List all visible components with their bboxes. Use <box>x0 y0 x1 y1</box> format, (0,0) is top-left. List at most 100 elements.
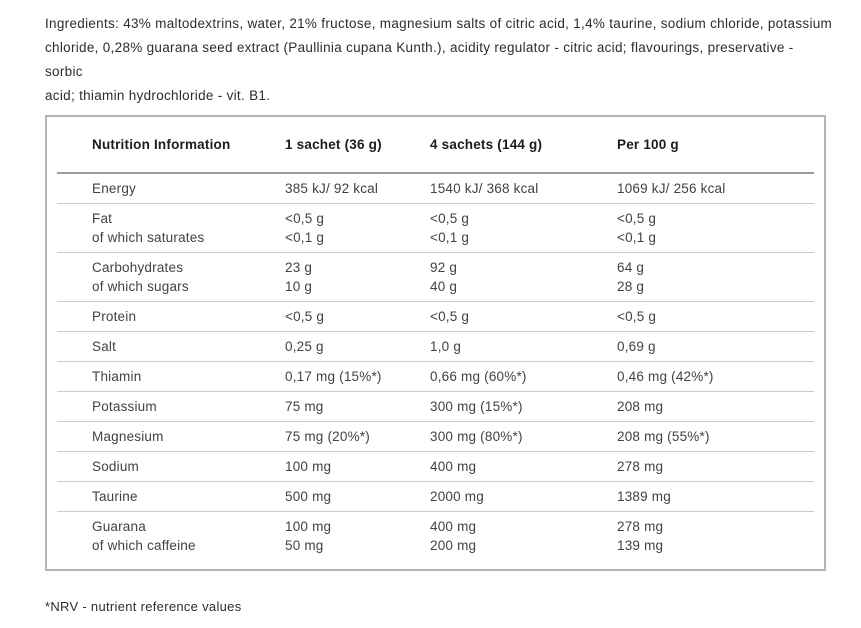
cell-line: Energy <box>92 181 136 196</box>
nutrient-value-cell: <0,5 g <0,1 g <box>617 209 814 247</box>
nutrient-value-cell: 500 mg <box>285 487 430 506</box>
ingredients-line: Ingredients: 43% maltodextrins, water, 2… <box>45 16 833 31</box>
table-row: Protein <0,5 g <0,5 g <0,5 g <box>57 302 814 332</box>
cell-line: of which caffeine <box>92 538 196 553</box>
nutrient-value-cell: <0,5 g <box>430 307 617 326</box>
cell-line: 75 mg (20%*) <box>285 429 370 444</box>
table-row: Magnesium 75 mg (20%*) 300 mg (80%*) 208 mg… <box>57 422 814 452</box>
nutrient-value-cell: 100 mg 50 mg <box>285 517 430 555</box>
nutrient-value-cell: 208 mg (55%*) <box>617 427 814 446</box>
cell-line: 400 mg <box>430 519 477 534</box>
table-row: Energy 385 kJ/ 92 kcal 1540 kJ/ 368 kcal 10… <box>57 174 814 204</box>
table-row: Sodium 100 mg 400 mg 278 mg <box>57 452 814 482</box>
nutrient-value-cell: <0,5 g <0,1 g <box>285 209 430 247</box>
cell-line: 2000 mg <box>430 489 484 504</box>
nutrient-value-cell: 100 mg <box>285 457 430 476</box>
cell-line: 0,46 mg (42%*) <box>617 369 714 384</box>
nutrient-label-cell: Thiamin <box>92 367 285 386</box>
ingredients-line: chloride, 0,28% guarana seed extract (Pa… <box>45 40 794 79</box>
nutrient-value-cell: 208 mg <box>617 397 814 416</box>
cell-line: 1389 mg <box>617 489 671 504</box>
cell-line: 40 g <box>430 279 458 294</box>
cell-line: 0,25 g <box>285 339 324 354</box>
cell-line: Potassium <box>92 399 157 414</box>
nutrient-value-cell: 1069 kJ/ 256 kcal <box>617 179 814 198</box>
cell-line: <0,5 g <box>617 211 657 226</box>
nrv-footnote: *NRV - nutrient reference values <box>45 599 242 614</box>
cell-line: 23 g <box>285 260 313 275</box>
nutrient-label-cell: Taurine <box>92 487 285 506</box>
nutrient-value-cell: 0,66 mg (60%*) <box>430 367 617 386</box>
ingredients-line: acid; thiamin hydrochloride - vit. B1. <box>45 88 271 103</box>
table-row: Taurine 500 mg 2000 mg 1389 mg <box>57 482 814 512</box>
cell-line: 208 mg (55%*) <box>617 429 710 444</box>
nutrient-label-cell: Carbohydrates of which sugars <box>92 258 285 296</box>
cell-line: 385 kJ/ 92 kcal <box>285 181 379 196</box>
cell-line: 400 mg <box>430 459 477 474</box>
nutrient-value-cell: 400 mg <box>430 457 617 476</box>
cell-line: <0,1 g <box>285 230 325 245</box>
table-header-row: Nutrition Information 1 sachet (36 g) 4 … <box>57 117 814 174</box>
cell-line: Protein <box>92 309 137 324</box>
cell-line: Fat <box>92 211 113 226</box>
nutrient-label-cell: Salt <box>92 337 285 356</box>
cell-line: 100 mg <box>285 519 332 534</box>
column-header-1-sachet: 1 sachet (36 g) <box>285 137 382 152</box>
nutrient-label-cell: Energy <box>92 179 285 198</box>
cell-line: 100 mg <box>285 459 332 474</box>
cell-line: 300 mg (80%*) <box>430 429 523 444</box>
cell-line: <0,5 g <box>285 309 325 324</box>
nutrient-value-cell: 23 g 10 g <box>285 258 430 296</box>
cell-line: Carbohydrates <box>92 260 184 275</box>
nutrient-value-cell: 278 mg <box>617 457 814 476</box>
ingredients-text: Ingredients: 43% maltodextrins, water, 2… <box>45 12 835 108</box>
nutrient-value-cell: <0,5 g <0,1 g <box>430 209 617 247</box>
column-header-nutrition-information: Nutrition Information <box>92 137 231 152</box>
cell-line: Thiamin <box>92 369 142 384</box>
cell-line: <0,1 g <box>617 230 657 245</box>
cell-line: Magnesium <box>92 429 164 444</box>
table-row: Thiamin 0,17 mg (15%*) 0,66 mg (60%*) 0,46 … <box>57 362 814 392</box>
cell-line: 75 mg <box>285 399 324 414</box>
cell-line: 208 mg <box>617 399 664 414</box>
nutrient-value-cell: 278 mg 139 mg <box>617 517 814 555</box>
nutrient-value-cell: 0,69 g <box>617 337 814 356</box>
nutrient-value-cell: 300 mg (80%*) <box>430 427 617 446</box>
nutrient-value-cell: 1389 mg <box>617 487 814 506</box>
cell-line: Sodium <box>92 459 139 474</box>
nutrient-value-cell: 92 g 40 g <box>430 258 617 296</box>
cell-line: 0,17 mg (15%*) <box>285 369 382 384</box>
nutrient-label-cell: Protein <box>92 307 285 326</box>
nutrient-value-cell: 1540 kJ/ 368 kcal <box>430 179 617 198</box>
table-row: Carbohydrates of which sugars 23 g 10 g 92 g… <box>57 253 814 302</box>
nutrient-label-cell: Fat of which saturates <box>92 209 285 247</box>
cell-line: <0,5 g <box>285 211 325 226</box>
nutrient-value-cell: 0,17 mg (15%*) <box>285 367 430 386</box>
nutrition-table: Nutrition Information 1 sachet (36 g) 4 … <box>45 115 826 571</box>
table-row: Salt 0,25 g 1,0 g 0,69 g <box>57 332 814 362</box>
cell-line: 1069 kJ/ 256 kcal <box>617 181 726 196</box>
column-header-4-sachets: 4 sachets (144 g) <box>430 137 543 152</box>
cell-line: 50 mg <box>285 538 324 553</box>
nutrient-value-cell: 0,25 g <box>285 337 430 356</box>
nutrient-label-cell: Magnesium <box>92 427 285 446</box>
nutrient-value-cell: 64 g 28 g <box>617 258 814 296</box>
nutrient-value-cell: 385 kJ/ 92 kcal <box>285 179 430 198</box>
cell-line: 500 mg <box>285 489 332 504</box>
cell-line: 28 g <box>617 279 645 294</box>
nutrient-value-cell: 0,46 mg (42%*) <box>617 367 814 386</box>
cell-line: 139 mg <box>617 538 664 553</box>
cell-line: 278 mg <box>617 459 664 474</box>
cell-line: 200 mg <box>430 538 477 553</box>
nutrient-label-cell: Potassium <box>92 397 285 416</box>
cell-line: 64 g <box>617 260 645 275</box>
cell-line: 0,66 mg (60%*) <box>430 369 527 384</box>
cell-line: <0,5 g <box>617 309 657 324</box>
cell-line: Taurine <box>92 489 138 504</box>
table-row: Fat of which saturates <0,5 g <0,1 g <0,5 g <… <box>57 204 814 253</box>
cell-line: 278 mg <box>617 519 664 534</box>
nutrient-value-cell: 75 mg <box>285 397 430 416</box>
cell-line: <0,5 g <box>430 309 470 324</box>
cell-line: 300 mg (15%*) <box>430 399 523 414</box>
